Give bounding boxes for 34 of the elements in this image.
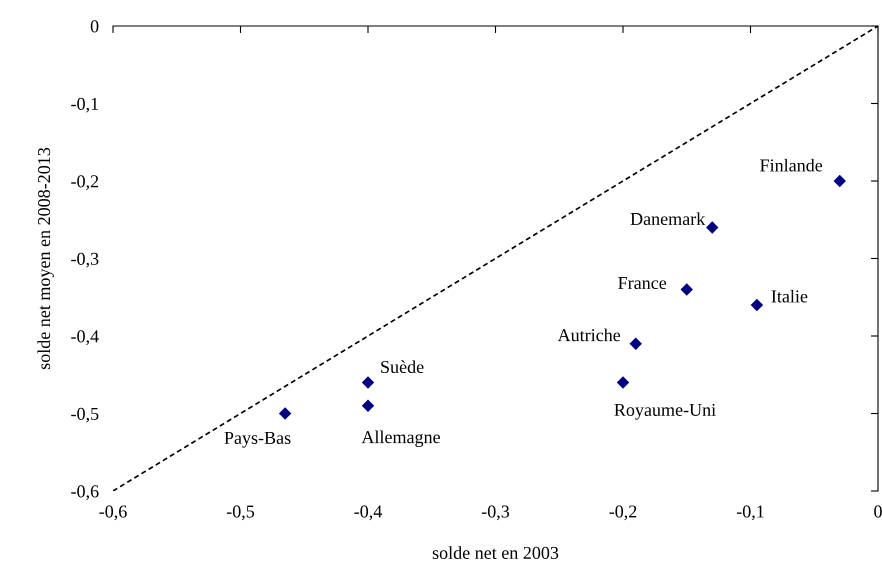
annotation: Suède <box>381 360 424 374</box>
point <box>362 400 374 412</box>
point <box>278 407 292 420</box>
point <box>362 376 374 389</box>
y-tick-label: -0,5 <box>71 408 98 423</box>
y-tick-label: -0,6 <box>71 485 99 500</box>
annotation: Pays-Bas <box>224 432 290 448</box>
point <box>616 376 630 389</box>
x-axis-title: solde net en 2003 <box>432 546 558 559</box>
x-tick-label: -0,4 <box>354 505 382 520</box>
point <box>750 298 764 312</box>
annotation: Italie <box>772 290 808 303</box>
point <box>834 174 846 188</box>
x-tick-label: 0 <box>874 505 882 518</box>
x-tick-label: -0,6 <box>99 505 127 520</box>
y-axis-title: solde net moyen en 2008-2013 <box>37 148 54 370</box>
annotation: France <box>618 277 666 290</box>
annotation: Allemagne <box>362 430 440 447</box>
annotation: Autriche <box>558 328 620 342</box>
point <box>706 221 718 234</box>
x-tick-label: -0,3 <box>482 505 510 520</box>
y-tick-label: 0 <box>90 20 98 32</box>
y-tick-label: -0,1 <box>71 98 98 113</box>
y-tick-label: -0,2 <box>71 175 98 190</box>
annotation: Royaume-Uni <box>614 404 716 420</box>
x-tick-label: -0,2 <box>609 505 636 520</box>
annotation: Finlande <box>760 158 822 172</box>
x-tick-label: -0,1 <box>736 505 764 520</box>
y-tick-label: -0,3 <box>71 252 98 268</box>
y-tick-label: -0,4 <box>71 330 99 346</box>
point <box>680 283 693 296</box>
point <box>630 338 642 350</box>
x-tick-label: -0,5 <box>226 505 254 520</box>
annotation: Danemark <box>630 212 706 226</box>
